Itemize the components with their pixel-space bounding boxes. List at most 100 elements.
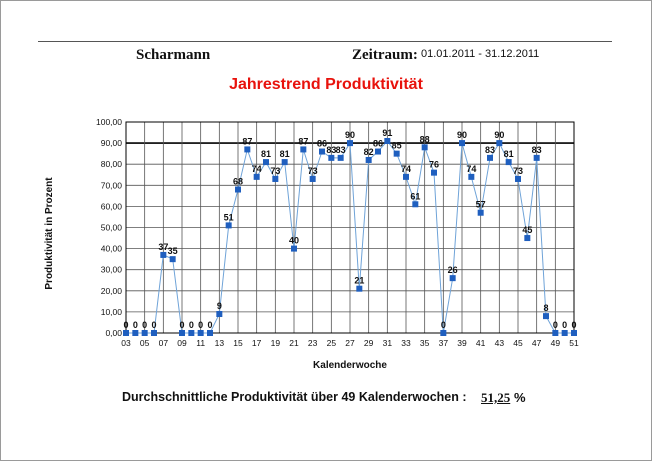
x-tick-label: 37: [439, 338, 449, 348]
data-point: [197, 330, 204, 336]
data-point: [403, 173, 409, 180]
data-point: [533, 154, 540, 161]
data-point: [272, 175, 279, 182]
data-point: [421, 144, 428, 151]
data-point: [375, 148, 381, 155]
x-tick-label: 05: [140, 338, 150, 348]
data-label: 40: [289, 236, 299, 246]
data-label: 9: [217, 301, 222, 311]
x-tick-label: 17: [252, 338, 262, 348]
data-label: 74: [252, 164, 262, 174]
header-rule: [38, 41, 612, 42]
data-point: [487, 154, 493, 161]
data-point: [328, 154, 335, 161]
y-tick-label: 10,00: [101, 307, 123, 317]
data-label: 0: [123, 320, 128, 330]
data-point: [151, 330, 157, 336]
data-point: [188, 330, 195, 336]
data-point: [347, 140, 353, 147]
data-point: [291, 245, 297, 252]
y-axis-label: Produktivität in Prozent: [44, 177, 55, 290]
data-label: 74: [401, 164, 411, 174]
chart-title: Jahrestrend Produktivität: [229, 76, 423, 93]
data-point: [309, 175, 316, 182]
x-tick-label: 03: [121, 338, 131, 348]
data-label: 83: [532, 145, 542, 155]
data-label: 0: [553, 320, 558, 330]
data-point: [356, 285, 363, 292]
data-label: 91: [382, 128, 392, 138]
data-label: 0: [571, 320, 576, 330]
y-tick-label: 0,00: [105, 328, 122, 338]
data-label: 0: [562, 320, 567, 330]
data-point: [477, 209, 484, 216]
data-label: 83: [326, 145, 336, 155]
y-tick-label: 100,00: [96, 117, 122, 127]
data-label: 35: [168, 246, 178, 256]
x-tick-label: 15: [233, 338, 243, 348]
data-label: 45: [522, 225, 532, 235]
x-tick-label: 07: [159, 338, 169, 348]
data-point: [160, 251, 167, 258]
data-point: [468, 173, 475, 180]
data-label: 0: [142, 320, 147, 330]
data-label: 88: [420, 134, 430, 144]
data-point: [225, 222, 232, 229]
data-point: [496, 140, 503, 147]
data-label: 0: [198, 320, 203, 330]
data-label: 73: [308, 166, 318, 176]
data-point: [263, 159, 269, 166]
x-tick-label: 51: [569, 338, 579, 348]
y-tick-label: 20,00: [101, 286, 123, 296]
data-label: 26: [448, 265, 458, 275]
x-tick-label: 21: [289, 338, 299, 348]
data-point: [393, 150, 400, 157]
data-point: [244, 146, 251, 153]
data-label: 81: [504, 149, 514, 159]
x-tick-label: 41: [476, 338, 486, 348]
average-value: 51,25: [481, 390, 511, 405]
data-point: [365, 156, 372, 163]
data-label: 73: [513, 166, 523, 176]
data-label: 86: [317, 139, 327, 149]
data-point: [412, 201, 419, 208]
data-point: [123, 330, 129, 336]
data-point: [300, 146, 307, 153]
company-name: Scharmann: [136, 47, 211, 63]
data-point: [505, 159, 512, 166]
period-label: Zeitraum:: [352, 47, 418, 63]
average-label: Durchschnittliche Produktivität über 49 …: [122, 390, 467, 404]
data-label: 0: [189, 320, 194, 330]
data-point: [384, 137, 391, 144]
data-point: [179, 330, 185, 336]
x-tick-label: 13: [215, 338, 225, 348]
plot-border: [125, 121, 575, 334]
average-unit: %: [514, 390, 526, 405]
data-label: 81: [280, 149, 290, 159]
data-point: [216, 311, 223, 318]
data-label: 90: [494, 130, 504, 140]
data-label: 0: [207, 320, 212, 330]
data-point: [543, 313, 549, 320]
data-label: 0: [151, 320, 156, 330]
data-label: 0: [179, 320, 184, 330]
data-point: [440, 330, 447, 336]
data-point: [281, 159, 288, 166]
data-label: 90: [457, 130, 467, 140]
x-tick-label: 35: [420, 338, 430, 348]
data-point: [169, 256, 176, 263]
data-label: 57: [476, 200, 486, 210]
x-tick-label: 23: [308, 338, 318, 348]
data-label: 87: [298, 136, 308, 146]
x-tick-label: 27: [345, 338, 355, 348]
data-label: 8: [543, 303, 548, 313]
data-label: 0: [441, 320, 446, 330]
data-label: 51: [224, 212, 234, 222]
x-tick-label: 11: [196, 338, 205, 348]
x-tick-label: 49: [551, 338, 561, 348]
data-label: 90: [345, 130, 355, 140]
data-point: [132, 330, 139, 336]
y-tick-label: 70,00: [101, 180, 123, 190]
period-value: 01.01.2011 - 31.12.2011: [421, 48, 540, 60]
